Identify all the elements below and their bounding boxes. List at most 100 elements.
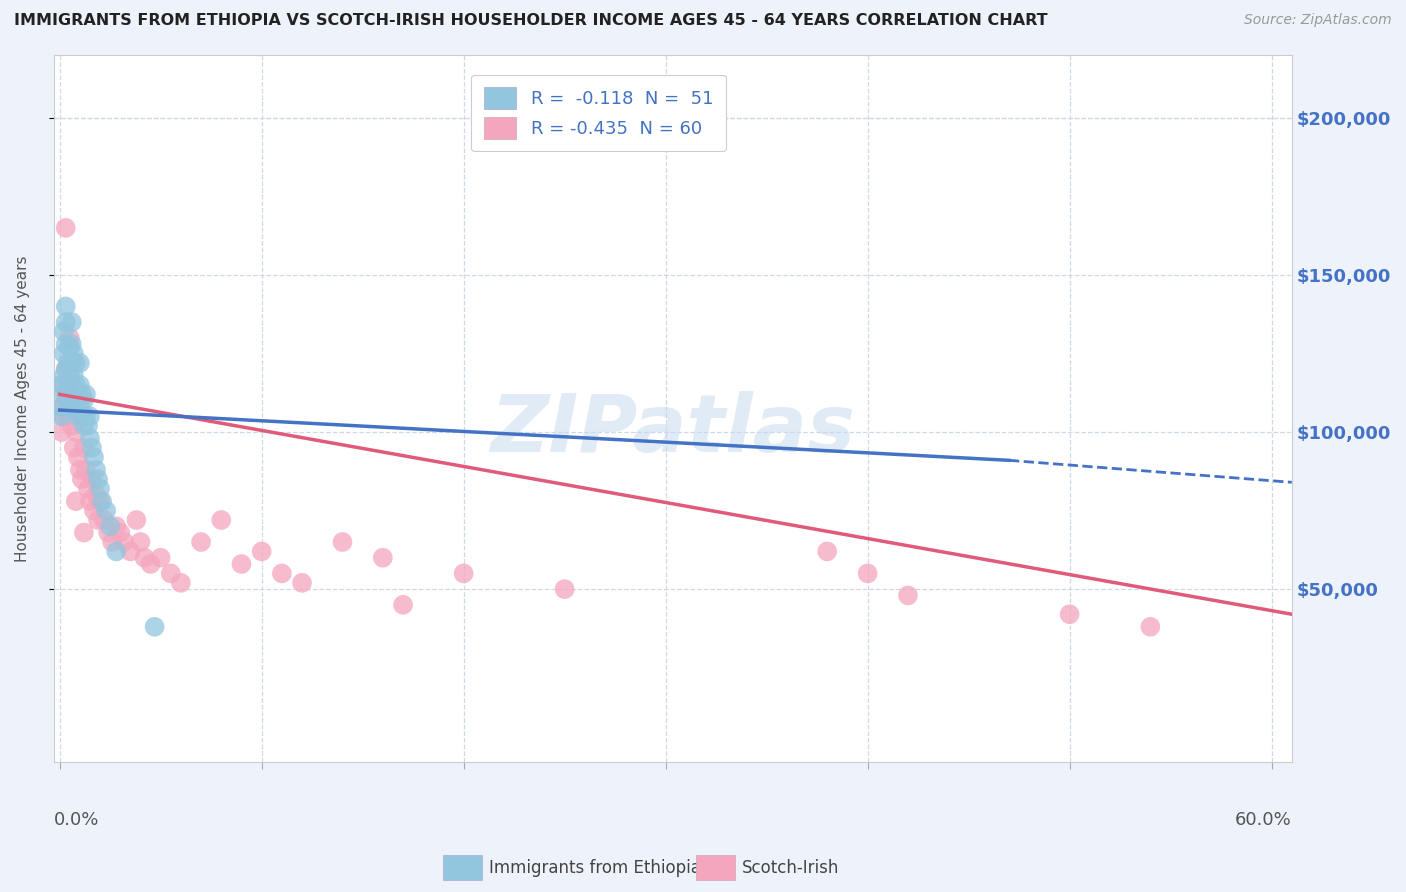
Point [73, 393, 96, 408]
Point [291, 575, 314, 590]
Point [66, 409, 89, 424]
Point [856, 566, 879, 581]
Point [134, 550, 156, 565]
Legend: R =  -0.118  N =  51, R = -0.435  N = 60: R = -0.118 N = 51, R = -0.435 N = 60 [471, 75, 725, 152]
Point [79, 494, 101, 508]
Point [84, 463, 107, 477]
Point [56, 356, 79, 370]
Point [84, 488, 107, 502]
Point [60, 356, 83, 370]
Point [52, 368, 75, 383]
Point [77, 418, 100, 433]
Point [52, 346, 75, 360]
Point [55, 337, 77, 351]
Point [209, 513, 232, 527]
Point [97, 525, 120, 540]
Point [60, 337, 83, 351]
Point [59, 400, 82, 414]
Text: Scotch-Irish: Scotch-Irish [742, 859, 839, 877]
Text: Source: ZipAtlas.com: Source: ZipAtlas.com [1244, 13, 1392, 28]
Point [52, 325, 75, 339]
Point [87, 472, 110, 486]
Point [56, 378, 79, 392]
Point [170, 575, 193, 590]
Point [98, 519, 121, 533]
Point [79, 409, 101, 424]
Point [52, 409, 75, 424]
Point [62, 368, 84, 383]
Point [120, 544, 142, 558]
Point [62, 346, 84, 360]
Point [105, 544, 128, 558]
Point [143, 620, 166, 634]
Point [91, 494, 114, 508]
Point [87, 513, 110, 527]
Point [83, 503, 105, 517]
Point [65, 425, 87, 439]
Point [60, 315, 83, 329]
Point [75, 409, 97, 424]
Point [70, 472, 93, 486]
Text: 0.0%: 0.0% [53, 812, 98, 830]
Point [815, 544, 838, 558]
Text: 60.0%: 60.0% [1234, 812, 1292, 830]
Point [55, 387, 77, 401]
Point [65, 400, 87, 414]
Point [80, 441, 103, 455]
Point [75, 463, 97, 477]
Point [51, 425, 73, 439]
Point [51, 409, 73, 424]
Point [59, 368, 82, 383]
Point [897, 588, 920, 602]
Point [69, 400, 91, 414]
Point [66, 387, 89, 401]
Point [83, 450, 105, 465]
Point [55, 362, 77, 376]
Point [392, 598, 415, 612]
Y-axis label: Householder Income Ages 45 - 64 years: Householder Income Ages 45 - 64 years [15, 255, 30, 562]
Point [52, 387, 75, 401]
Point [1059, 607, 1081, 622]
Point [69, 356, 91, 370]
Point [56, 378, 79, 392]
Point [89, 494, 111, 508]
Point [371, 550, 394, 565]
Point [62, 387, 84, 401]
Text: ZIPatlas: ZIPatlas [491, 391, 855, 468]
Text: Immigrants from Ethiopia: Immigrants from Ethiopia [489, 859, 702, 877]
Point [59, 400, 82, 414]
Point [129, 535, 152, 549]
Point [73, 418, 96, 433]
Point [51, 400, 73, 414]
Point [250, 544, 273, 558]
Point [69, 463, 91, 477]
Point [554, 582, 576, 596]
Point [62, 441, 84, 455]
Point [60, 393, 83, 408]
Point [190, 535, 212, 549]
Point [56, 393, 79, 408]
Point [65, 494, 87, 508]
Point [60, 418, 83, 433]
Point [80, 472, 103, 486]
Point [73, 525, 96, 540]
Point [101, 535, 124, 549]
Point [453, 566, 475, 581]
Point [332, 535, 354, 549]
Point [75, 387, 97, 401]
Point [55, 300, 77, 314]
Point [52, 378, 75, 392]
Text: IMMIGRANTS FROM ETHIOPIA VS SCOTCH-IRISH HOUSEHOLDER INCOME AGES 45 - 64 YEARS C: IMMIGRANTS FROM ETHIOPIA VS SCOTCH-IRISH… [14, 13, 1047, 29]
Point [65, 378, 87, 392]
Point [93, 513, 115, 527]
Point [60, 378, 83, 392]
Point [56, 409, 79, 424]
Point [159, 566, 181, 581]
Point [79, 431, 101, 445]
Point [51, 378, 73, 392]
Point [89, 482, 111, 496]
Point [139, 557, 162, 571]
Point [55, 315, 77, 329]
Point [55, 220, 77, 235]
Point [51, 400, 73, 414]
